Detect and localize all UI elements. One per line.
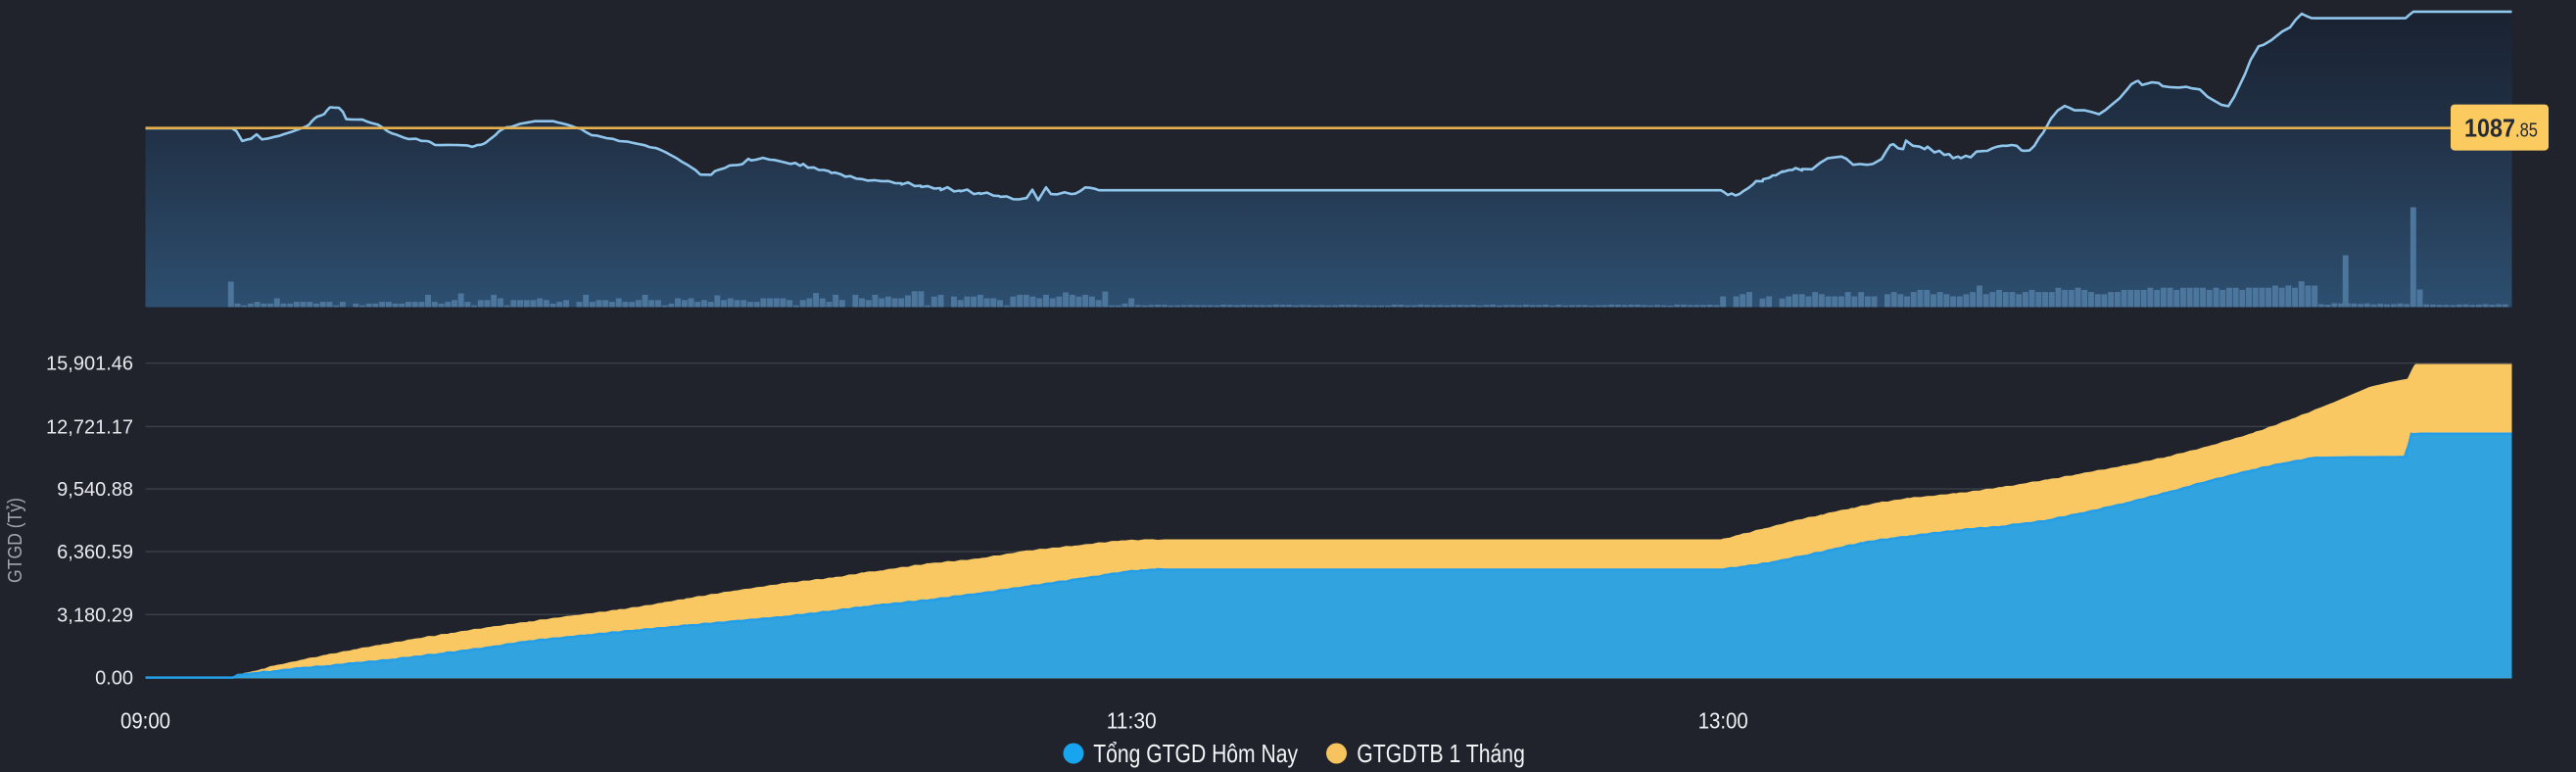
- svg-text:.85: .85: [2515, 121, 2538, 142]
- svg-text:6,360.59: 6,360.59: [57, 542, 133, 563]
- svg-text:11:30: 11:30: [1107, 708, 1157, 734]
- svg-text:0.00: 0.00: [95, 668, 133, 690]
- svg-text:Tổng GTGD Hôm Nay: Tổng GTGD Hôm Nay: [1093, 739, 1298, 768]
- svg-text:3,180.29: 3,180.29: [57, 604, 133, 626]
- svg-text:GTGD (Tỷ): GTGD (Tỷ): [5, 498, 26, 583]
- svg-text:12,721.17: 12,721.17: [46, 416, 133, 438]
- svg-text:1087: 1087: [2464, 114, 2515, 143]
- svg-text:09:00: 09:00: [120, 708, 170, 734]
- svg-text:9,540.88: 9,540.88: [57, 479, 133, 501]
- svg-text:GTGDTB 1 Tháng: GTGDTB 1 Tháng: [1357, 739, 1525, 768]
- svg-text:13:00: 13:00: [1698, 708, 1748, 734]
- svg-text:15,901.46: 15,901.46: [46, 354, 133, 375]
